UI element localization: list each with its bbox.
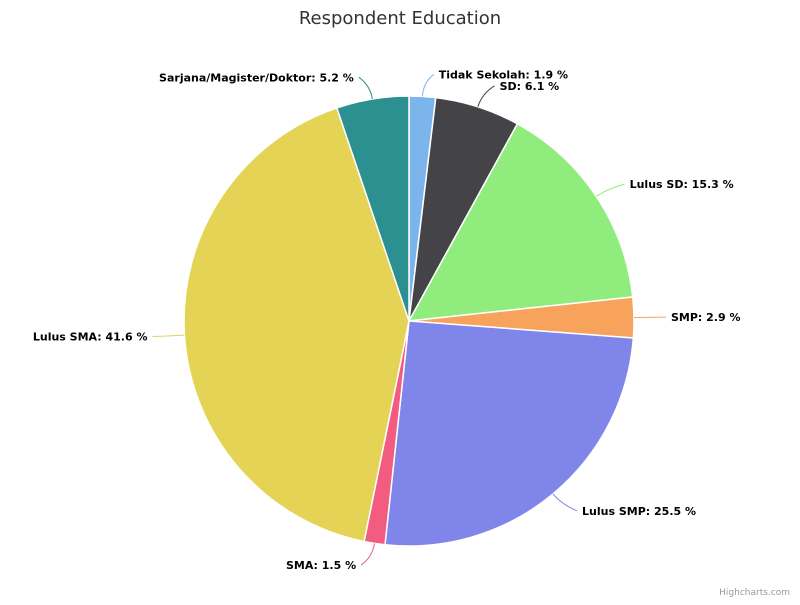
connector-line [478, 86, 495, 107]
data-label: Lulus SMA: 41.6 % [33, 331, 148, 344]
connector-line [596, 184, 624, 196]
connector-line [553, 494, 577, 511]
data-label: SD: 6.1 % [500, 80, 560, 93]
data-label: SMP: 2.9 % [671, 311, 741, 324]
chart-title: Respondent Education [299, 8, 501, 29]
connector-line [422, 74, 433, 96]
connector-line [152, 335, 184, 336]
data-label: SMA: 1.5 % [286, 559, 356, 572]
connector-line [361, 543, 374, 565]
data-label: Lulus SMP: 25.5 % [582, 505, 696, 518]
credits-link[interactable]: Highcharts.com [719, 588, 790, 598]
connector-line [359, 77, 373, 99]
data-label: Lulus SD: 15.3 % [630, 178, 734, 191]
slices-group [184, 96, 634, 546]
data-label: Sarjana/Magister/Doktor: 5.2 % [159, 71, 354, 84]
